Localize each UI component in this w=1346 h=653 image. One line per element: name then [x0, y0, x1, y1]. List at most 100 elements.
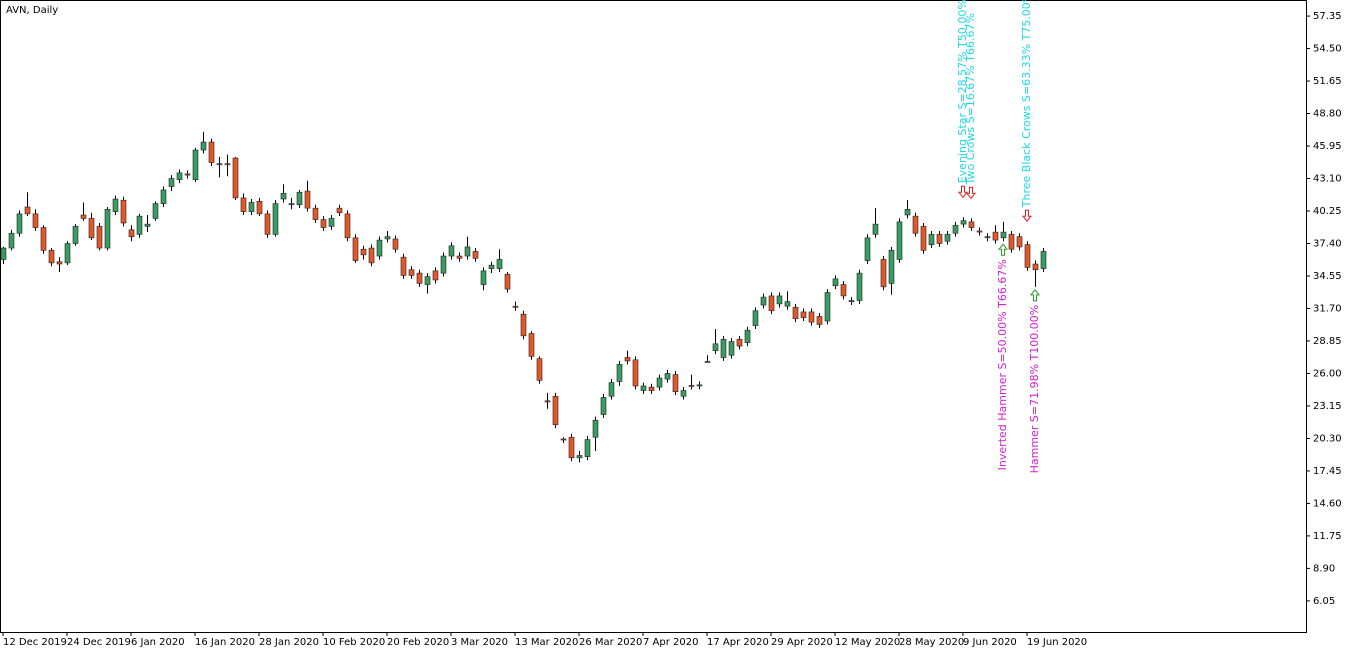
- candle-body: [608, 382, 615, 397]
- candle-body: [848, 300, 855, 302]
- candle-body: [992, 231, 999, 241]
- candle-body: [440, 255, 447, 274]
- candle-body: [360, 248, 367, 256]
- candle-body: [688, 385, 695, 387]
- candle-body: [984, 236, 991, 239]
- candle-body: [256, 201, 263, 215]
- candle-body: [624, 357, 631, 362]
- candle-body: [1032, 263, 1039, 271]
- pattern-arrow: [957, 185, 969, 199]
- candle-body: [648, 386, 655, 391]
- candle-body: [424, 276, 431, 285]
- candle-body: [528, 333, 535, 357]
- x-tick-label: 24 Dec 2019: [67, 637, 131, 648]
- candle-body: [672, 374, 679, 392]
- x-tick-label: 7 Apr 2020: [643, 637, 698, 648]
- candle-body: [632, 359, 639, 387]
- y-tick-label: 28.85: [1313, 336, 1342, 347]
- pattern-arrow: [997, 243, 1009, 256]
- y-tick-label: 14.60: [1313, 498, 1342, 509]
- candle-body: [24, 206, 31, 215]
- candle-body: [904, 208, 911, 216]
- candle-body: [840, 284, 847, 297]
- y-tick-label: 20.30: [1313, 433, 1342, 444]
- x-tick-label: 9 Jun 2020: [963, 637, 1017, 648]
- candle-body: [120, 199, 127, 224]
- candle-body: [544, 400, 551, 403]
- y-tick-label: 54.50: [1313, 44, 1342, 55]
- candle-body: [1040, 251, 1047, 269]
- candle-body: [88, 218, 95, 239]
- y-tick-label: 37.40: [1313, 238, 1342, 249]
- candle-body: [856, 272, 863, 301]
- y-tick-label: 11.75: [1313, 531, 1342, 542]
- candle-body: [72, 226, 79, 244]
- candle-body: [112, 198, 119, 212]
- candle-body: [176, 172, 183, 180]
- y-tick-label: 51.65: [1313, 76, 1342, 87]
- candle-body: [656, 377, 663, 388]
- pattern-label: Evening Star S=28.57% T50.00%: [956, 0, 969, 183]
- candle-body: [96, 226, 103, 249]
- x-tick-label: 6 Jan 2020: [131, 637, 185, 648]
- candle-body: [744, 329, 751, 343]
- candle-body: [288, 203, 295, 206]
- candle-body: [448, 245, 455, 257]
- y-tick-label: 23.15: [1313, 401, 1342, 412]
- candle-body: [832, 278, 839, 286]
- candle-body: [432, 270, 439, 281]
- candle-body: [584, 439, 591, 457]
- y-tick-label: 48.80: [1313, 109, 1342, 120]
- candle-body: [952, 224, 959, 234]
- candle-body: [512, 305, 519, 308]
- candle-body: [560, 438, 567, 441]
- x-tick-label: 26 Mar 2020: [579, 637, 642, 648]
- candle-body: [792, 307, 799, 320]
- candle-body: [696, 384, 703, 387]
- candle-body: [416, 272, 423, 284]
- candle-body: [184, 173, 191, 176]
- candle-body: [968, 221, 975, 228]
- candle-body: [936, 234, 943, 244]
- candle-body: [888, 250, 895, 284]
- candle-body: [472, 251, 479, 259]
- candle-body: [920, 226, 927, 251]
- y-tick-label: 17.45: [1313, 466, 1342, 477]
- candle-body: [1000, 231, 1007, 239]
- candle-body: [568, 436, 575, 459]
- candle-body: [248, 202, 255, 212]
- candle-body: [864, 237, 871, 261]
- candle-body: [1008, 234, 1015, 250]
- x-tick-label: 12 Dec 2019: [3, 637, 67, 648]
- candle-body: [520, 313, 527, 337]
- candle-body: [80, 214, 87, 219]
- pattern-arrow: [1021, 209, 1033, 223]
- candle-body: [680, 390, 687, 397]
- y-tick-label: 57.35: [1313, 11, 1342, 22]
- x-tick-label: 20 Feb 2020: [387, 637, 449, 648]
- candle-body: [752, 310, 759, 326]
- pattern-arrow: [1029, 289, 1041, 302]
- candle-body: [216, 163, 223, 166]
- pattern-label: Two Crows S=16.67% T66.67%: [964, 13, 977, 185]
- candle-body: [1016, 236, 1023, 248]
- candle-body: [168, 178, 175, 187]
- candle-body: [536, 358, 543, 381]
- candle-body: [152, 203, 159, 219]
- candle-body: [64, 243, 71, 264]
- y-tick-label: 8.90: [1313, 563, 1335, 574]
- candle-body: [144, 223, 151, 227]
- candle-body: [56, 261, 63, 265]
- candle-body: [128, 229, 135, 237]
- candle-body: [640, 385, 647, 391]
- candle-body: [944, 234, 951, 242]
- candle-body: [296, 191, 303, 206]
- candle-body: [0, 247, 7, 260]
- candle-body: [784, 301, 791, 307]
- candle-body: [400, 256, 407, 276]
- candle-body: [496, 259, 503, 269]
- candle-body: [808, 311, 815, 323]
- candle-body: [872, 223, 879, 235]
- candle-body: [208, 141, 215, 163]
